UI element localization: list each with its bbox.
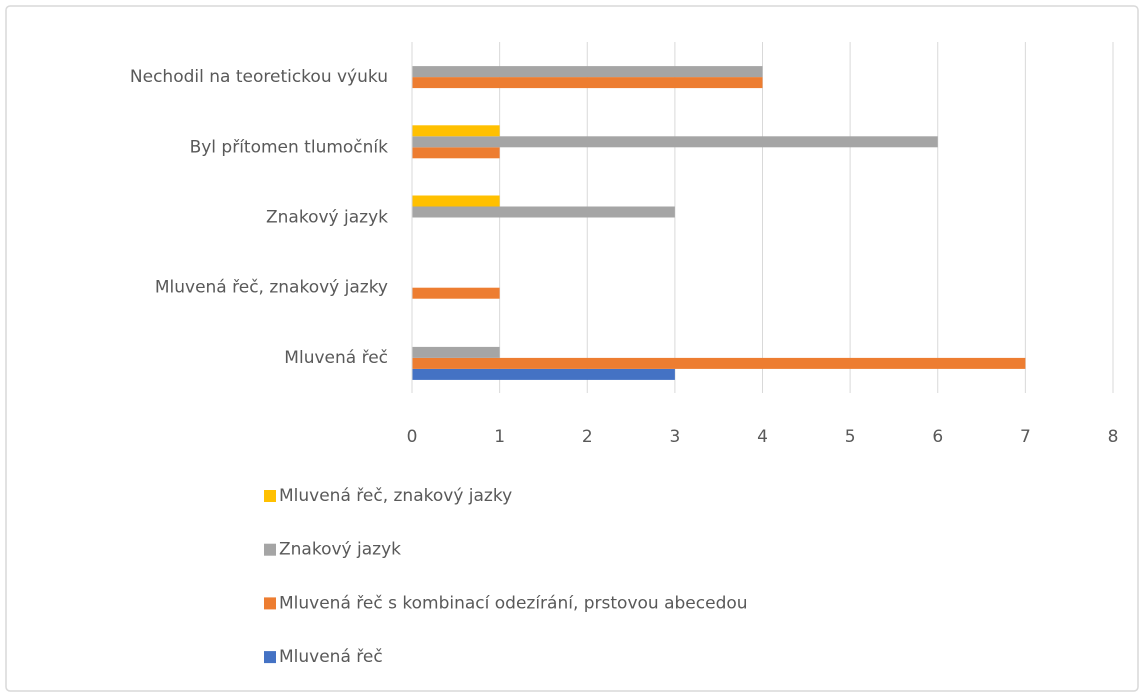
chart-border (5, 5, 1139, 692)
y-tick-label: Mluvená řeč (284, 348, 388, 368)
legend-swatch (264, 651, 276, 664)
bar (412, 77, 763, 89)
x-tick-label: 3 (669, 427, 680, 447)
x-tick-label: 8 (1108, 427, 1119, 447)
bar (412, 287, 500, 299)
legend-label: Mluvená řeč, znakový jazky (279, 486, 512, 506)
legend-label: Mluvená řeč s kombinací odezírání, prsto… (279, 593, 748, 613)
legend-swatch (264, 597, 276, 610)
x-tick-label: 2 (582, 427, 593, 447)
bar (412, 346, 500, 358)
bar (412, 195, 500, 207)
x-tick-label: 1 (494, 427, 505, 447)
bar (412, 136, 938, 148)
legend-swatch (264, 490, 276, 502)
bar (412, 125, 500, 137)
bar (412, 147, 500, 159)
y-tick-label: Byl přítomen tlumočník (190, 137, 389, 157)
legend-label: Mluvená řeč (279, 647, 383, 667)
y-tick-label: Nechodil na teoretickou výuku (130, 67, 388, 87)
bar (412, 206, 675, 218)
legend-swatch (264, 543, 276, 556)
x-tick-label: 5 (845, 427, 856, 447)
x-tick-label: 0 (407, 427, 418, 447)
x-tick-label: 4 (757, 427, 768, 447)
x-tick-label: 7 (1020, 427, 1031, 447)
bar (412, 368, 675, 380)
bar (412, 357, 1026, 369)
y-tick-label: Mluvená řeč, znakový jazky (155, 278, 388, 298)
y-tick-label: Znakový jazyk (266, 208, 388, 228)
bar (412, 66, 763, 78)
legend-label: Znakový jazyk (279, 540, 401, 560)
x-tick-label: 6 (932, 427, 943, 447)
